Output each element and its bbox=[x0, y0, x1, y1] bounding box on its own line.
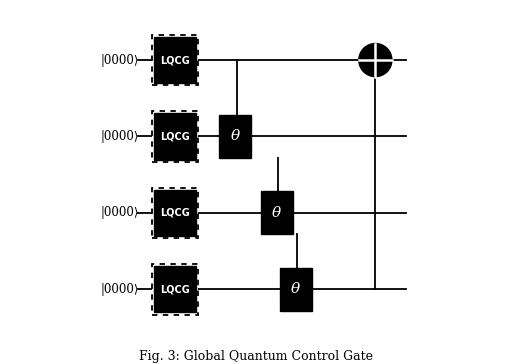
FancyBboxPatch shape bbox=[152, 35, 198, 86]
Circle shape bbox=[359, 44, 392, 77]
Text: |0000⟩: |0000⟩ bbox=[100, 54, 139, 67]
FancyBboxPatch shape bbox=[154, 37, 196, 83]
FancyBboxPatch shape bbox=[261, 191, 292, 234]
FancyBboxPatch shape bbox=[154, 190, 196, 236]
FancyBboxPatch shape bbox=[152, 264, 198, 314]
Text: |0000⟩: |0000⟩ bbox=[100, 283, 139, 296]
FancyBboxPatch shape bbox=[154, 266, 196, 312]
Text: θ: θ bbox=[272, 206, 281, 220]
Text: θ: θ bbox=[231, 130, 240, 143]
FancyBboxPatch shape bbox=[152, 111, 198, 162]
Text: |0000⟩: |0000⟩ bbox=[100, 130, 139, 143]
FancyBboxPatch shape bbox=[280, 268, 312, 311]
Text: LQCG: LQCG bbox=[160, 131, 190, 142]
Text: LQCG: LQCG bbox=[160, 55, 190, 65]
Text: LQCG: LQCG bbox=[160, 284, 190, 294]
Text: |0000⟩: |0000⟩ bbox=[100, 206, 139, 219]
Text: LQCG: LQCG bbox=[160, 208, 190, 218]
FancyBboxPatch shape bbox=[220, 115, 251, 158]
FancyBboxPatch shape bbox=[152, 187, 198, 238]
FancyBboxPatch shape bbox=[154, 114, 196, 159]
Text: Fig. 3: Global Quantum Control Gate: Fig. 3: Global Quantum Control Gate bbox=[139, 351, 373, 363]
Text: θ: θ bbox=[291, 282, 301, 296]
